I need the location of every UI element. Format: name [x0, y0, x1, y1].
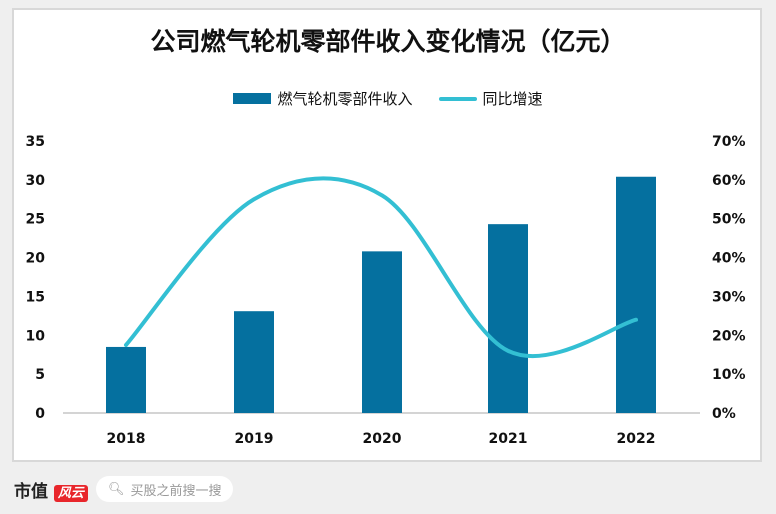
y2-tick-label: 0% [712, 406, 736, 422]
chart-title: 公司燃气轮机零部件收入变化情况（亿元） [150, 27, 626, 56]
x-tick-label: 2020 [363, 431, 402, 447]
y2-tick-label: 10% [712, 367, 746, 383]
y2-tick-label: 20% [712, 328, 746, 344]
bar-2019 [234, 311, 274, 413]
x-tick-label: 2018 [107, 431, 146, 447]
y-tick-label: 30 [26, 173, 46, 189]
legend-bar-swatch [233, 93, 272, 104]
x-tick-label: 2022 [617, 431, 656, 447]
legend-line-label: 同比增速 [482, 90, 543, 108]
y-tick-label: 15 [26, 289, 45, 305]
bar-2018 [106, 346, 146, 413]
y-tick-label: 10 [26, 328, 46, 344]
y-tick-label: 20 [26, 251, 46, 267]
legend-bar-label: 燃气轮机零部件收入 [277, 90, 413, 108]
brand-red: 风云 [53, 484, 88, 502]
brand-logo: 市值 风云 [14, 477, 88, 502]
y2-tick-label: 70% [712, 134, 746, 150]
bar-2021 [488, 224, 528, 413]
legend-bar: 燃气轮机零部件收入 [233, 88, 413, 109]
bar-2022 [616, 176, 656, 413]
legend-line-swatch [438, 96, 477, 101]
y-tick-label: 5 [35, 367, 45, 383]
y2-tick-label: 60% [712, 173, 746, 189]
y-tick-label: 25 [26, 212, 45, 228]
bar-2020 [362, 251, 402, 413]
legend-line: 同比增速 [438, 88, 543, 109]
search-box[interactable]: 🔍︎ 买股之前搜一搜 [95, 476, 234, 502]
x-tick-label: 2021 [489, 431, 528, 447]
x-tick-label: 2019 [235, 431, 274, 447]
growth-line [124, 176, 638, 359]
y-tick-label: 0 [35, 406, 45, 422]
y2-tick-label: 50% [712, 212, 746, 228]
brand-text: 市值 [14, 481, 48, 502]
y2-tick-label: 30% [712, 289, 746, 305]
footer: 市值 风云 🔍︎ 买股之前搜一搜 [14, 476, 234, 502]
y-tick-label: 35 [26, 134, 45, 150]
search-icon: 🔍︎ [107, 481, 125, 497]
legend: 燃气轮机零部件收入 同比增速 [0, 88, 776, 109]
y2-tick-label: 40% [712, 251, 746, 267]
search-placeholder: 买股之前搜一搜 [130, 483, 222, 499]
